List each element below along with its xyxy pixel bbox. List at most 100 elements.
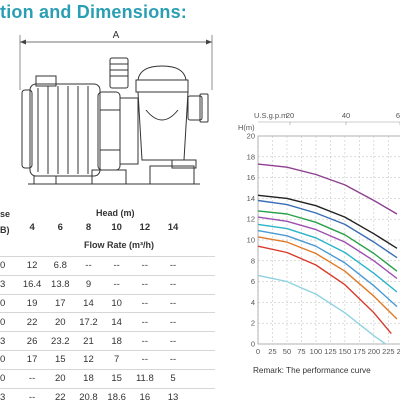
- table-cell: 20.8: [79, 391, 98, 403]
- table-cell: --: [169, 260, 177, 272]
- table-row: 3 -- 22 20.8 18.6 16 13: [0, 387, 215, 406]
- head-value: 8: [85, 222, 92, 233]
- chart-curves: [257, 163, 398, 345]
- x-tick-label: 150: [339, 347, 352, 356]
- table-row-lead: 3: [0, 391, 6, 403]
- y-tick-label: 12: [247, 215, 255, 224]
- table-cell: --: [141, 279, 148, 291]
- table-cell: --: [141, 354, 148, 366]
- table-cell: 13.8: [51, 279, 70, 291]
- dimension-a: A: [19, 30, 213, 90]
- head-caption: Head (m): [96, 208, 135, 218]
- table-row: 0 19 17 14 10 -- --: [0, 293, 215, 313]
- performance-curve: [257, 236, 398, 320]
- table-cell: 16: [139, 391, 151, 403]
- table-col0-header-line1: se: [0, 209, 11, 219]
- table-cell: 23.2: [51, 335, 70, 347]
- table-row: 3 16.4 13.8 9 -- -- --: [0, 274, 215, 294]
- table-cell: --: [169, 297, 177, 309]
- y-axis-label: H(m): [238, 123, 255, 132]
- table-cell: 10: [111, 297, 122, 309]
- table-row-lead: 0: [0, 297, 6, 309]
- y-tick-label: 2: [251, 319, 255, 328]
- table-cell: --: [141, 260, 148, 272]
- table-cell: --: [113, 279, 120, 291]
- table-cell: --: [169, 335, 177, 347]
- x-tick-label: 0: [256, 347, 260, 356]
- x-tick-label: 175: [353, 347, 366, 356]
- table-body: 0 12 6.8 -- -- -- -- 3 16.4 13.8 9 -- -- -- 0 19 17 14 10 -…: [0, 256, 215, 406]
- table-cell: 12: [83, 354, 94, 366]
- table-cell: --: [169, 354, 177, 366]
- table-col0-header-line2: B): [0, 225, 10, 235]
- chart-grid: [257, 121, 400, 345]
- table-cell: 9: [85, 279, 92, 291]
- table-cell: 20: [54, 316, 66, 328]
- y-tick-label: 14: [247, 194, 255, 203]
- x-tick-label: 100: [310, 347, 323, 356]
- table-cell: 22: [54, 391, 66, 403]
- table-cell: 14: [111, 316, 122, 328]
- y-tick-label: 0: [251, 340, 255, 349]
- performance-curve: [257, 210, 398, 272]
- table-row-lead: 0: [0, 354, 6, 366]
- table-cell: --: [113, 260, 120, 272]
- table-row-lead: 0: [0, 316, 6, 328]
- table-row: 0 22 20 17.2 14 -- --: [0, 312, 215, 331]
- table-cell: --: [141, 316, 148, 328]
- table-cell: --: [141, 297, 148, 309]
- x-tick-label: 75: [297, 347, 305, 356]
- y-tick-label: 6: [251, 277, 255, 286]
- table-cell: 18: [111, 335, 122, 347]
- pump-base: [28, 165, 200, 185]
- top-axis-label: U.S.g.p.m: [254, 111, 287, 120]
- head-values-row: 4 6 8 10 12 14: [0, 220, 187, 235]
- table-row: 0 17 15 12 7 -- --: [0, 349, 215, 369]
- table-row-lead: 3: [0, 335, 6, 347]
- table-row-lead: 0: [0, 260, 6, 272]
- table-cell: 18.6: [107, 391, 126, 403]
- performance-curve: [257, 216, 398, 280]
- table-row-lead: 0: [0, 373, 6, 385]
- x-tick-label: 50: [283, 347, 291, 356]
- table-row-lead: 3: [0, 279, 6, 291]
- section-title: tion and Dimensions:: [0, 2, 188, 22]
- performance-curve: [257, 199, 398, 259]
- y-tick-label: 20: [247, 132, 255, 141]
- table-cell: 18: [83, 373, 94, 385]
- table-cell: 19: [26, 297, 38, 309]
- table-cell: 17: [54, 297, 66, 309]
- table-cell: 6.8: [53, 260, 67, 272]
- remark-text: Remark: The performance curve: [253, 366, 371, 375]
- top-tick-label: 60: [396, 111, 400, 120]
- table-cell: 15: [54, 354, 66, 366]
- head-value: 14: [167, 222, 179, 233]
- performance-curve: [257, 163, 398, 215]
- table-cell: 17: [26, 354, 38, 366]
- table-cell: 26: [26, 335, 38, 347]
- table-cell: 5: [170, 373, 176, 385]
- y-tick-label: 8: [251, 256, 255, 265]
- head-value: 10: [111, 222, 122, 233]
- table-cell: 17.2: [79, 316, 98, 328]
- table-cell: --: [169, 279, 177, 291]
- x-tick-label: 25: [268, 347, 276, 356]
- table-cell: --: [169, 316, 177, 328]
- table-cell: 16.4: [22, 279, 42, 291]
- y-tick-label: 16: [247, 173, 255, 182]
- table-cell: 12: [26, 260, 38, 272]
- performance-curve: [257, 223, 398, 293]
- table-cell: 22: [26, 316, 38, 328]
- table-cell: 15: [111, 373, 122, 385]
- performance-curve: [257, 245, 392, 335]
- x-tick-label: 125: [324, 347, 337, 356]
- table-row: 0 -- 20 18 15 11.8 5: [0, 368, 215, 388]
- table-cell: 21: [83, 335, 94, 347]
- table-cell: --: [28, 373, 36, 385]
- table-row: 0 12 6.8 -- -- -- --: [0, 256, 215, 275]
- y-tick-label: 4: [251, 298, 255, 307]
- table-row: 3 26 23.2 21 18 -- --: [0, 331, 215, 350]
- top-tick-label: 20: [286, 111, 294, 120]
